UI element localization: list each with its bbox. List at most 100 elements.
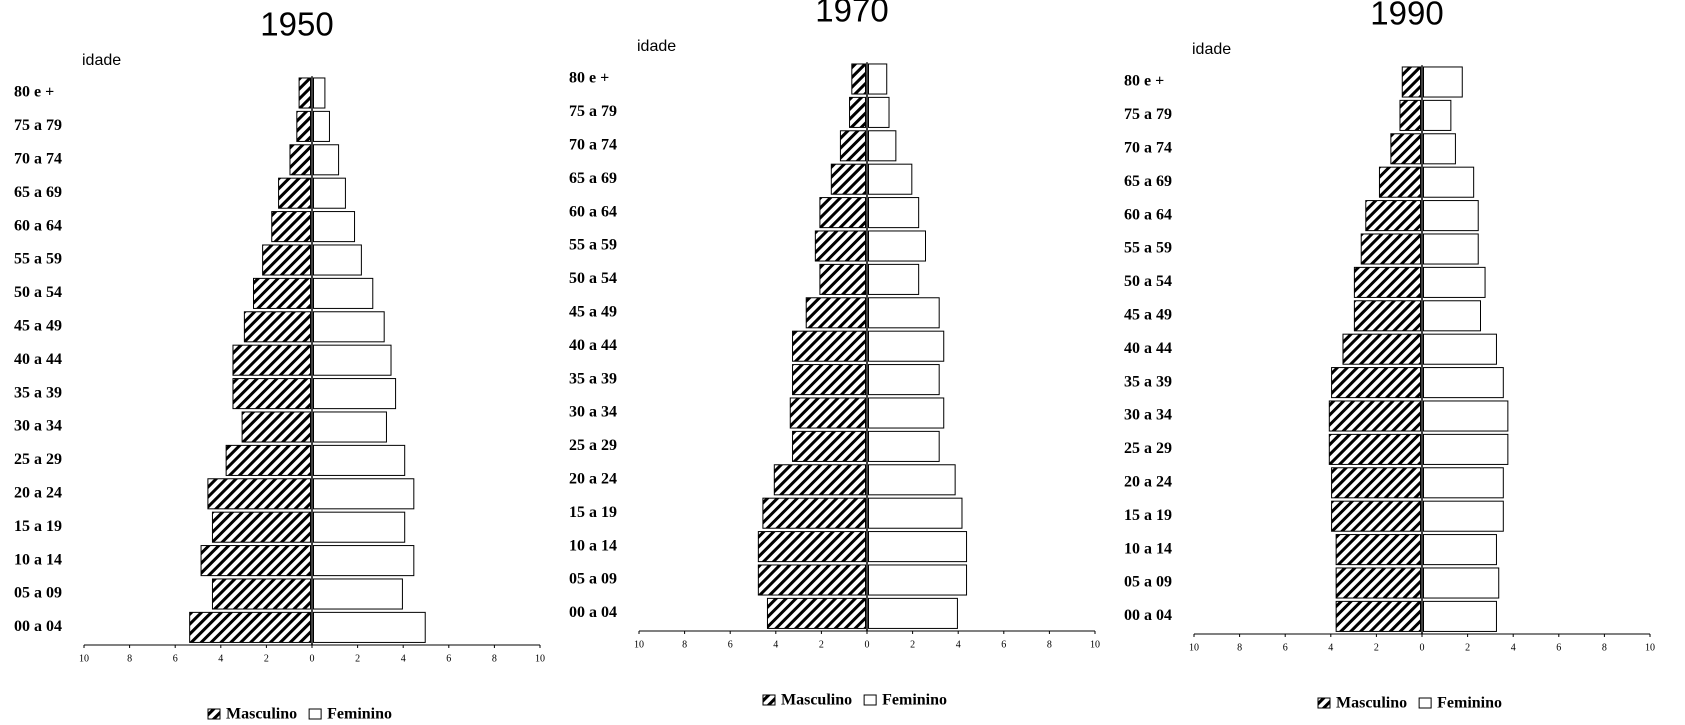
female-bar [313,244,362,276]
male-bar [225,444,311,476]
legend-label: Masculino [781,692,852,709]
male-bar [1390,133,1421,165]
x-tick-label: 0 [1420,642,1425,653]
male-bar [1331,367,1421,399]
female-bar [868,564,968,596]
female-bar [1423,266,1486,298]
female-bar [868,397,945,429]
female-bar [1423,233,1479,265]
x-tick-label: 0 [865,639,870,650]
male-bar [253,277,311,309]
category-label: 70 a 74 [569,136,617,153]
male-bar [814,230,866,262]
x-tick-label: 8 [127,653,132,664]
female-bar [1423,300,1481,332]
x-tick-label: 2 [355,653,360,664]
female-bar [313,444,406,476]
legend-swatch [1418,697,1432,709]
legend-label: Feminino [882,692,947,709]
pyramid-panel: 1990 idade 80 e + 75 a 79 70 a 74 65 a 69 60 a… [1124,0,1655,712]
female-bar [1423,133,1456,165]
female-bar [313,110,330,142]
legend-swatch [863,694,877,706]
category-label: 40 a 44 [14,351,62,368]
female-bar [868,531,968,563]
female-bar [313,277,374,309]
female-bar [1423,166,1475,198]
male-bar [1331,467,1421,499]
male-bar [1328,433,1421,465]
female-bar [1423,600,1497,632]
male-bar [792,364,866,396]
female-bar [1423,467,1504,499]
male-bar [792,330,866,362]
category-label: 65 a 69 [14,184,62,201]
pyramid-panel: 1970 idade 80 e + 75 a 79 70 a 74 65 a 69 60 a… [569,0,1100,709]
female-bar [1423,333,1497,365]
male-bar [289,144,312,176]
category-label: 25 a 29 [14,451,62,468]
female-bar [868,263,920,295]
male-bar [757,531,866,563]
male-bar [1342,333,1421,365]
y-axis-label: idade [82,52,121,69]
category-label: 60 a 64 [1124,206,1172,223]
female-bar [868,230,926,262]
x-tick-label: 4 [956,639,961,650]
x-tick-label: 2 [264,653,269,664]
male-bar [241,411,312,443]
y-axis-label: idade [637,38,676,55]
male-bar [271,211,311,243]
female-bar [868,430,940,462]
female-bar [1423,500,1504,532]
category-label: 45 a 49 [569,303,617,320]
category-label: 00 a 04 [14,618,62,635]
male-bar [278,177,311,209]
female-bar [868,297,940,329]
legend-swatch [207,708,221,720]
category-label: 10 a 14 [14,551,62,568]
female-bar [313,478,415,510]
male-bar [773,464,866,496]
female-bar [313,511,406,543]
male-bar [232,378,311,410]
female-bar [868,364,940,396]
x-tick-label: 8 [1047,639,1052,650]
category-label: 55 a 59 [1124,240,1172,257]
male-bar [1331,500,1421,532]
female-bar [868,96,890,128]
category-label: 45 a 49 [1124,306,1172,323]
male-bar [200,545,311,577]
x-tick-label: 4 [218,653,223,664]
category-label: 05 a 09 [14,585,62,602]
category-label: 35 a 39 [1124,373,1172,390]
category-label: 65 a 69 [1124,173,1172,190]
category-label: 50 a 54 [1124,273,1172,290]
x-tick-label: 10 [1189,642,1199,653]
chart-title: 1970 [815,0,888,29]
category-label: 00 a 04 [569,604,617,621]
male-bar [789,397,866,429]
male-bar [1401,66,1422,98]
category-label: 40 a 44 [569,337,617,354]
female-bar [868,197,920,229]
female-bar [1423,400,1509,432]
x-tick-label: 4 [1511,642,1516,653]
female-bar [313,411,387,443]
category-label: 80 e + [569,70,609,87]
male-bar [766,597,867,629]
category-label: 75 a 79 [1124,106,1172,123]
male-bar [805,297,866,329]
chart-title: 1990 [1370,0,1443,32]
male-bar [757,564,866,596]
female-bar [313,578,403,610]
x-tick-label: 4 [1328,642,1333,653]
category-label: 25 a 29 [569,437,617,454]
x-tick-label: 10 [1090,639,1100,650]
category-label: 70 a 74 [14,150,62,167]
category-label: 05 a 09 [1124,574,1172,591]
female-bar [1423,433,1509,465]
category-label: 05 a 09 [569,571,617,588]
category-label: 35 a 39 [569,370,617,387]
